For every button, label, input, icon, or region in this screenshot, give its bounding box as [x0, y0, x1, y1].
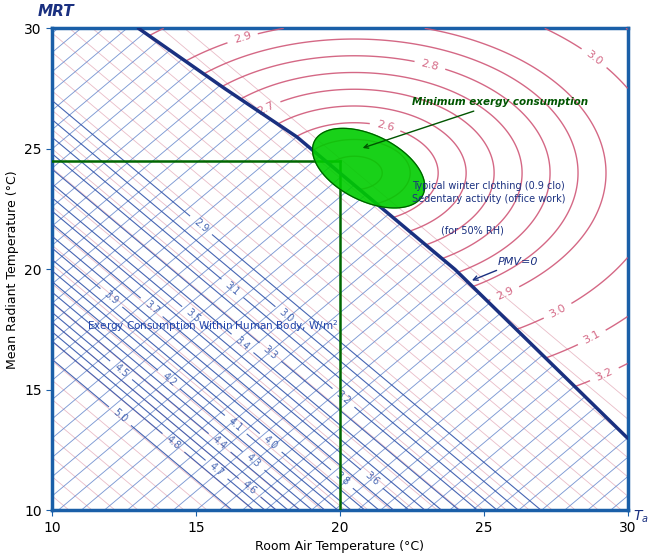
Text: 3.0: 3.0 [585, 49, 604, 67]
Text: 3.7: 3.7 [143, 299, 161, 316]
Text: 3.2: 3.2 [334, 389, 353, 406]
Text: 3.0: 3.0 [547, 302, 568, 320]
Text: 3.3: 3.3 [262, 343, 279, 361]
Text: 3.5: 3.5 [184, 307, 202, 325]
Text: 2.9: 2.9 [233, 31, 252, 45]
Text: 3.0: 3.0 [277, 307, 296, 325]
Text: MRT: MRT [38, 4, 75, 19]
Text: 2.8: 2.8 [420, 58, 440, 72]
Text: 4.5: 4.5 [112, 362, 130, 379]
Text: 5.0: 5.0 [111, 408, 129, 425]
Text: Minimum exergy consumption: Minimum exergy consumption [364, 97, 588, 148]
Text: Typical winter clothing (0.9 clo)
Sedentary activity (office work): Typical winter clothing (0.9 clo) Sedent… [412, 181, 565, 204]
Text: 3.4: 3.4 [233, 335, 252, 352]
Text: Exergy Consumption Within Human Body, W/m$^2$: Exergy Consumption Within Human Body, W/… [87, 318, 338, 334]
Text: 4.0: 4.0 [262, 434, 280, 452]
Text: 3.1: 3.1 [582, 329, 602, 346]
Text: 3.8: 3.8 [333, 470, 351, 488]
X-axis label: Room Air Temperature (°C): Room Air Temperature (°C) [255, 541, 424, 553]
Text: 2.9: 2.9 [495, 286, 515, 302]
Text: 4.4: 4.4 [211, 434, 229, 452]
Polygon shape [313, 129, 424, 208]
Y-axis label: Mean Radiant Temperature (°C): Mean Radiant Temperature (°C) [5, 170, 18, 369]
Text: 4.6: 4.6 [241, 479, 259, 496]
Text: 3.6: 3.6 [363, 470, 381, 488]
Text: 3.9: 3.9 [102, 289, 120, 306]
Text: 3.1: 3.1 [224, 280, 241, 297]
Text: 2.6: 2.6 [375, 120, 395, 133]
Text: PMV=0: PMV=0 [473, 257, 539, 280]
Text: 2.9: 2.9 [192, 216, 210, 234]
Text: 4.1: 4.1 [227, 416, 245, 433]
Text: 2.7: 2.7 [256, 100, 276, 116]
Text: 4.3: 4.3 [245, 452, 262, 470]
Text: 4.8: 4.8 [164, 434, 182, 452]
Text: 4.7: 4.7 [207, 461, 226, 479]
Text: $T_a$: $T_a$ [633, 508, 649, 524]
Text: (for 50% RH): (for 50% RH) [441, 225, 504, 235]
Text: 3.2: 3.2 [594, 366, 615, 383]
Text: 4.2: 4.2 [160, 371, 178, 389]
